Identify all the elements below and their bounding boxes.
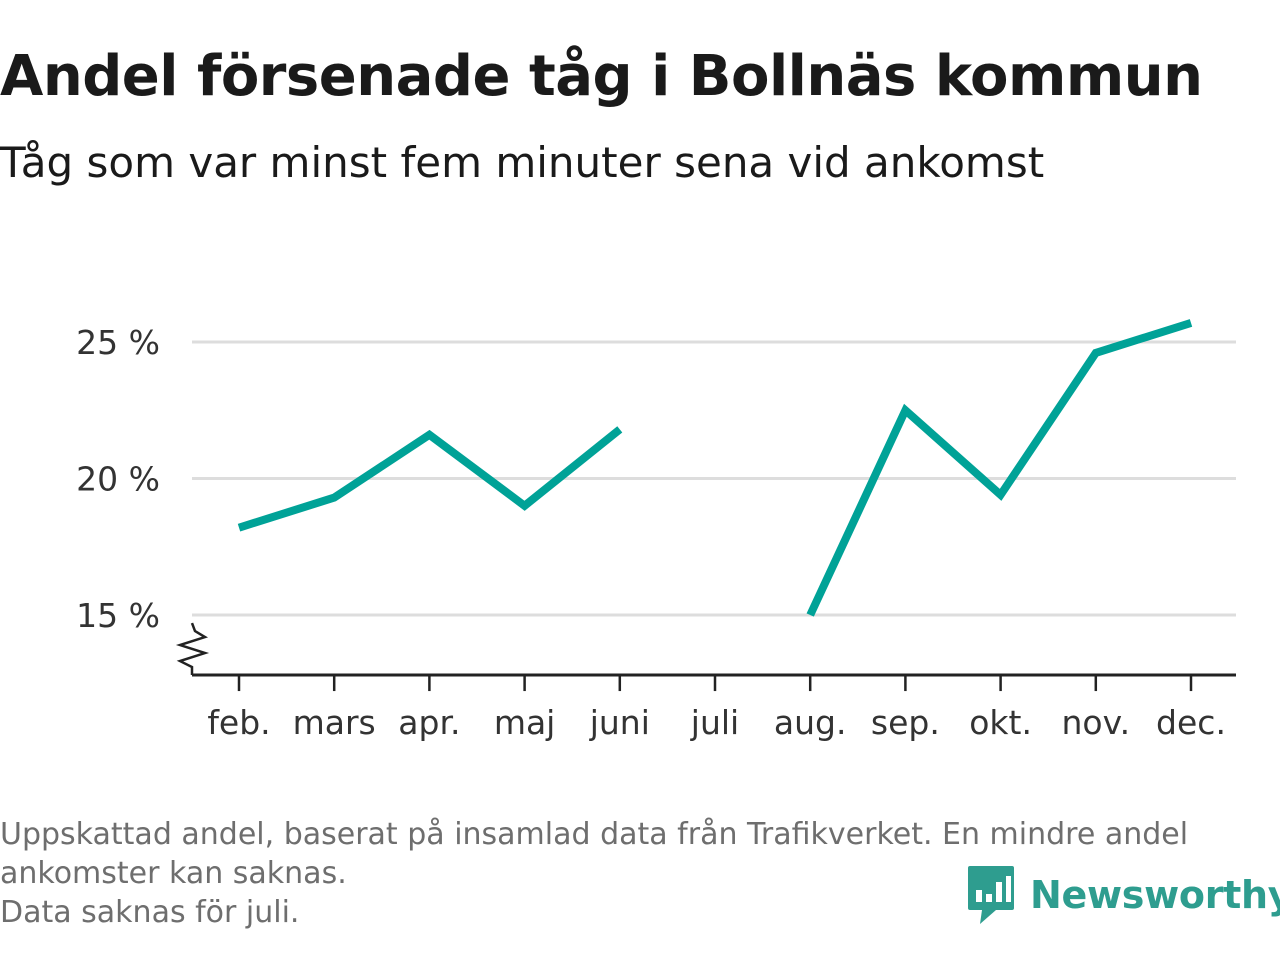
axis-break-mark [175,622,210,676]
y-axis-ticks: 15 % 20 % 25 % [76,323,160,635]
y-tick-label: 20 % [76,460,160,499]
brand-name: Newsworthy [1030,873,1280,917]
x-tick-label: nov. [1062,703,1131,742]
footnote-line: Uppskattad andel, baserat på insamlad da… [0,817,1189,852]
footnote-line: Data saknas för juli. [0,895,300,930]
footnote: Uppskattad andel, baserat på insamlad da… [0,815,1270,932]
y-tick-label: 15 % [76,596,160,635]
footnote-line: ankomster kan saknas. [0,856,347,891]
x-tick-label: mars [293,703,376,742]
newsworthy-logo-icon [968,866,1014,924]
x-tick-label: maj [494,703,556,742]
x-tick-label: okt. [969,703,1032,742]
x-tick-label: apr. [398,703,460,742]
x-tick-label: juni [589,703,650,742]
x-tick-label: juli [690,703,739,742]
x-tick-label: dec. [1156,703,1226,742]
series-line [806,319,1193,617]
x-tick-label: feb. [207,703,270,742]
x-tick-label: aug. [774,703,847,742]
line-chart: 15 % 20 % 25 % feb. mars apr. maj juni juli aug.… [76,319,1236,742]
chart-subtitle: Tåg som var minst fem minuter sena vid a… [0,138,1045,187]
series-lines [237,319,1193,617]
y-tick-label: 25 % [76,323,160,362]
chart-title: Andel försenade tåg i Bollnäs kommun [0,44,1203,109]
x-tick-label: sep. [871,703,940,742]
series-line [237,426,623,532]
x-axis: feb. mars apr. maj juni juli aug. sep. okt. nov. d… [175,622,1236,742]
brand-logo: Newsworthy [966,864,1280,926]
